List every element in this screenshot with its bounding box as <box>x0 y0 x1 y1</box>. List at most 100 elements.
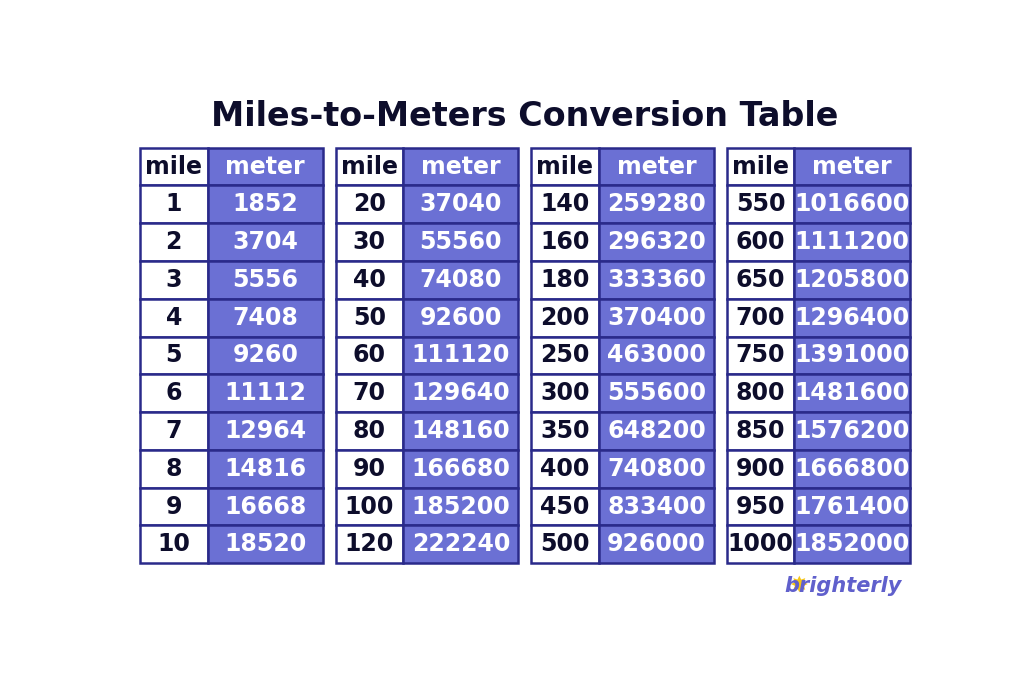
Text: 9260: 9260 <box>232 344 298 367</box>
Text: 120: 120 <box>345 532 394 556</box>
FancyBboxPatch shape <box>336 525 403 563</box>
Text: 20: 20 <box>353 193 386 217</box>
FancyBboxPatch shape <box>208 337 323 374</box>
Text: 5: 5 <box>166 344 182 367</box>
Text: 1481600: 1481600 <box>795 381 909 405</box>
FancyBboxPatch shape <box>795 261 909 298</box>
Text: 250: 250 <box>541 344 590 367</box>
FancyBboxPatch shape <box>795 337 909 374</box>
FancyBboxPatch shape <box>727 186 795 223</box>
FancyBboxPatch shape <box>795 450 909 488</box>
Text: 11112: 11112 <box>224 381 306 405</box>
FancyBboxPatch shape <box>208 525 323 563</box>
Text: mile: mile <box>732 154 790 178</box>
FancyBboxPatch shape <box>599 374 714 412</box>
FancyBboxPatch shape <box>599 186 714 223</box>
FancyBboxPatch shape <box>140 148 208 186</box>
Text: 1852000: 1852000 <box>795 532 909 556</box>
Text: 900: 900 <box>736 457 785 481</box>
Text: 40: 40 <box>353 268 386 292</box>
FancyBboxPatch shape <box>727 298 795 337</box>
FancyBboxPatch shape <box>403 261 518 298</box>
Text: 463000: 463000 <box>607 344 706 367</box>
FancyBboxPatch shape <box>403 223 518 261</box>
Text: 80: 80 <box>353 419 386 443</box>
FancyBboxPatch shape <box>727 488 795 525</box>
FancyBboxPatch shape <box>531 148 599 186</box>
FancyBboxPatch shape <box>403 450 518 488</box>
FancyBboxPatch shape <box>208 374 323 412</box>
Text: 950: 950 <box>736 494 785 518</box>
FancyBboxPatch shape <box>599 450 714 488</box>
FancyBboxPatch shape <box>531 223 599 261</box>
Text: 8: 8 <box>166 457 182 481</box>
Text: 4: 4 <box>166 306 182 330</box>
Text: 148160: 148160 <box>412 419 510 443</box>
FancyBboxPatch shape <box>336 298 403 337</box>
FancyBboxPatch shape <box>140 450 208 488</box>
FancyBboxPatch shape <box>795 298 909 337</box>
Text: 2: 2 <box>166 230 182 254</box>
FancyBboxPatch shape <box>795 488 909 525</box>
Text: 140: 140 <box>541 193 590 217</box>
FancyBboxPatch shape <box>336 488 403 525</box>
FancyBboxPatch shape <box>336 337 403 374</box>
Text: 833400: 833400 <box>607 494 706 518</box>
FancyBboxPatch shape <box>140 374 208 412</box>
Text: 92600: 92600 <box>420 306 502 330</box>
Text: 5556: 5556 <box>232 268 298 292</box>
Text: mile: mile <box>341 154 398 178</box>
Text: 1: 1 <box>166 193 182 217</box>
Text: 30: 30 <box>353 230 386 254</box>
FancyBboxPatch shape <box>599 223 714 261</box>
Text: 16668: 16668 <box>224 494 306 518</box>
FancyBboxPatch shape <box>403 374 518 412</box>
FancyBboxPatch shape <box>531 412 599 450</box>
Text: meter: meter <box>421 154 501 178</box>
Text: 600: 600 <box>736 230 785 254</box>
FancyBboxPatch shape <box>140 223 208 261</box>
FancyBboxPatch shape <box>336 186 403 223</box>
FancyBboxPatch shape <box>140 186 208 223</box>
FancyBboxPatch shape <box>140 261 208 298</box>
FancyBboxPatch shape <box>140 525 208 563</box>
Text: 1205800: 1205800 <box>795 268 909 292</box>
Text: 550: 550 <box>736 193 785 217</box>
FancyBboxPatch shape <box>403 488 518 525</box>
FancyBboxPatch shape <box>208 488 323 525</box>
Text: 370400: 370400 <box>607 306 706 330</box>
Text: 1391000: 1391000 <box>795 344 909 367</box>
Text: 300: 300 <box>541 381 590 405</box>
Text: 1111200: 1111200 <box>795 230 909 254</box>
Text: 200: 200 <box>541 306 590 330</box>
FancyBboxPatch shape <box>208 261 323 298</box>
FancyBboxPatch shape <box>336 261 403 298</box>
Text: 70: 70 <box>353 381 386 405</box>
FancyBboxPatch shape <box>531 450 599 488</box>
Text: 180: 180 <box>541 268 590 292</box>
FancyBboxPatch shape <box>599 488 714 525</box>
Text: 18520: 18520 <box>224 532 306 556</box>
FancyBboxPatch shape <box>727 450 795 488</box>
Text: 111120: 111120 <box>412 344 510 367</box>
Text: 100: 100 <box>345 494 394 518</box>
FancyBboxPatch shape <box>403 525 518 563</box>
Text: 750: 750 <box>736 344 785 367</box>
Text: meter: meter <box>616 154 696 178</box>
Text: 166680: 166680 <box>412 457 510 481</box>
Text: 3704: 3704 <box>232 230 298 254</box>
FancyBboxPatch shape <box>795 186 909 223</box>
FancyBboxPatch shape <box>140 298 208 337</box>
FancyBboxPatch shape <box>208 450 323 488</box>
FancyBboxPatch shape <box>727 261 795 298</box>
Text: 1016600: 1016600 <box>795 193 909 217</box>
Text: 296320: 296320 <box>607 230 706 254</box>
FancyBboxPatch shape <box>336 374 403 412</box>
FancyBboxPatch shape <box>403 337 518 374</box>
FancyBboxPatch shape <box>795 148 909 186</box>
FancyBboxPatch shape <box>531 186 599 223</box>
FancyBboxPatch shape <box>531 525 599 563</box>
Text: 700: 700 <box>736 306 785 330</box>
FancyBboxPatch shape <box>727 337 795 374</box>
Text: Miles-to-Meters Conversion Table: Miles-to-Meters Conversion Table <box>211 100 839 133</box>
